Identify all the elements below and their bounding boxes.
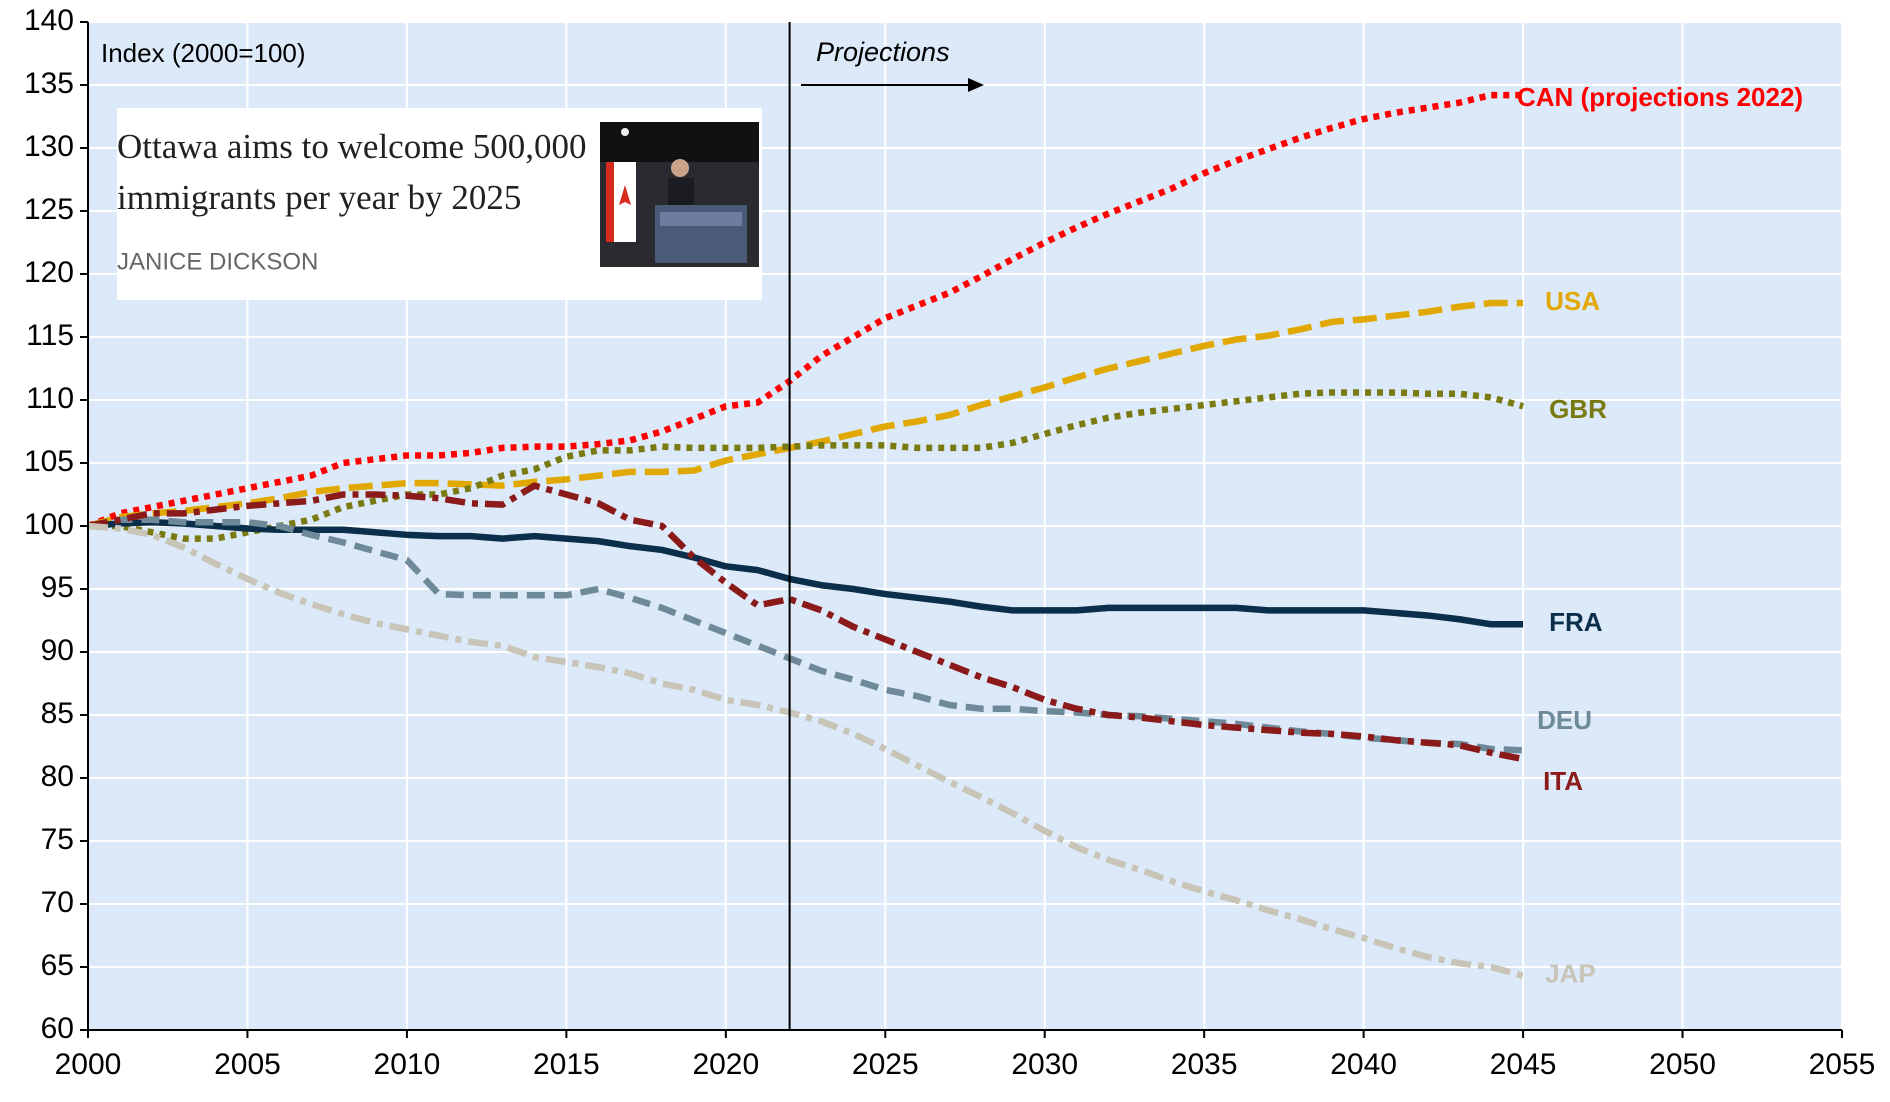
y-tick-label: 110	[26, 382, 74, 415]
inset-photo	[600, 122, 759, 267]
y-tick-label: 95	[41, 571, 74, 604]
x-tick-label: 2035	[1171, 1048, 1238, 1081]
x-tick-label: 2045	[1490, 1048, 1557, 1081]
x-tick-label: 2030	[1011, 1048, 1078, 1081]
x-tick-label: 2020	[692, 1048, 759, 1081]
y-axis-label: Index (2000=100)	[101, 38, 306, 68]
y-tick-label: 105	[24, 445, 74, 478]
y-tick-label: 75	[41, 823, 74, 856]
x-tick-label: 2015	[533, 1048, 600, 1081]
y-tick-label: 135	[24, 67, 74, 100]
y-tick-label: 65	[41, 949, 74, 982]
x-tick-label: 2050	[1649, 1048, 1716, 1081]
x-tick-label: 2000	[55, 1048, 122, 1081]
y-tick-label: 80	[41, 760, 74, 793]
x-tick-label: 2055	[1809, 1048, 1876, 1081]
y-tick-label: 115	[26, 319, 74, 352]
series-label: USA	[1545, 286, 1600, 316]
y-tick-label: 140	[24, 4, 74, 37]
series-label: JAP	[1545, 959, 1596, 989]
inset-author: JANICE DICKSON	[117, 248, 318, 275]
y-tick-label: 85	[41, 697, 74, 730]
projection-label: Projections	[816, 37, 950, 67]
y-tick-label: 125	[24, 193, 74, 226]
news-inset: Ottawa aims to welcome 500,000 immigrant…	[117, 108, 762, 300]
x-tick-label: 2010	[374, 1048, 441, 1081]
y-tick-label: 100	[24, 508, 74, 541]
y-tick-label: 120	[24, 256, 74, 289]
chart: Index (2000=100) Projections Ottawa aims…	[0, 0, 1890, 1102]
inset-headline: immigrants per year by 2025	[117, 178, 521, 217]
y-tick-label: 90	[41, 634, 74, 667]
series-label: FRA	[1549, 607, 1603, 637]
x-tick-label: 2025	[852, 1048, 919, 1081]
y-tick-label: 70	[41, 886, 74, 919]
inset-headline: Ottawa aims to welcome 500,000	[117, 127, 586, 166]
series-label: DEU	[1537, 705, 1592, 735]
series-label: GBR	[1549, 394, 1607, 424]
y-tick-label: 130	[24, 130, 74, 163]
x-tick-label: 2005	[214, 1048, 281, 1081]
series-label: ITA	[1543, 766, 1583, 796]
series-label: CAN (projections 2022)	[1517, 82, 1803, 112]
x-tick-label: 2040	[1330, 1048, 1397, 1081]
y-tick-label: 60	[41, 1012, 74, 1045]
